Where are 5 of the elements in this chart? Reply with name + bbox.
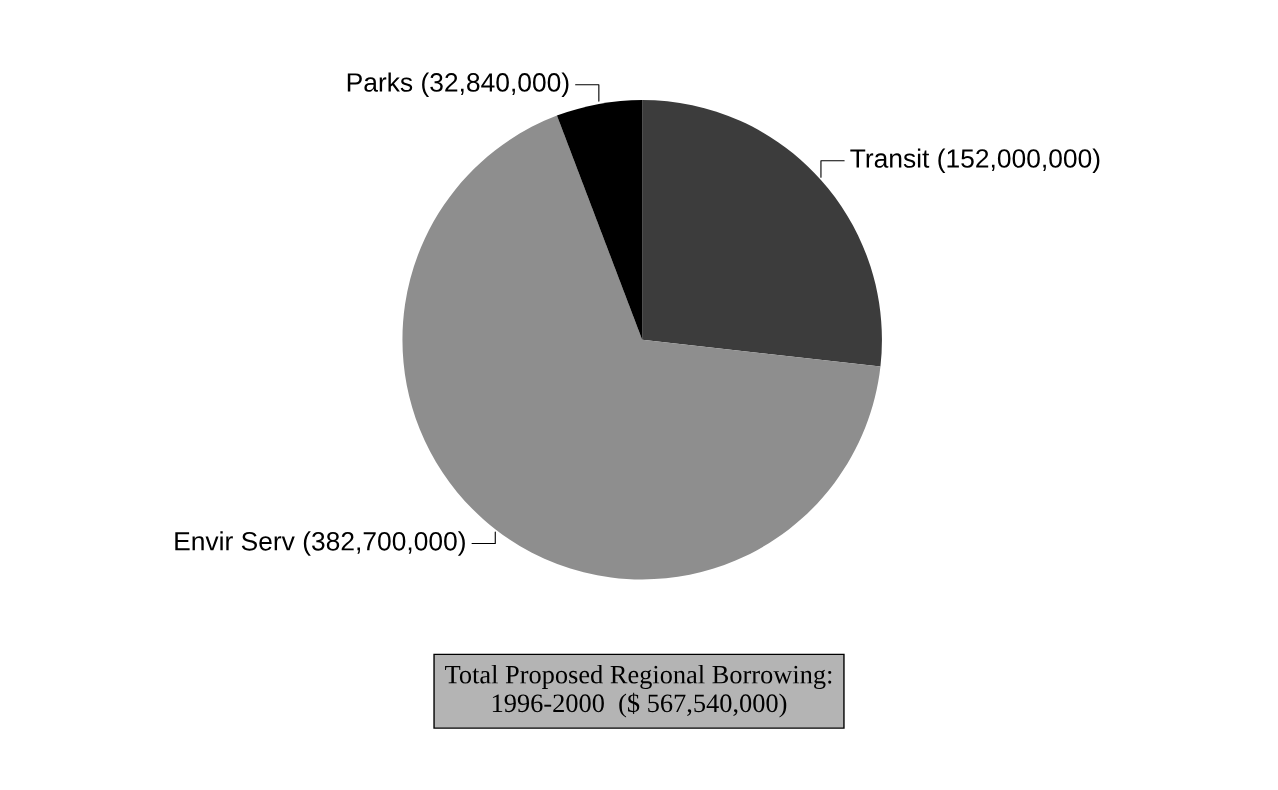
pie-slice <box>556 99 643 340</box>
slice-label: Envir Serv (382,700,000) <box>175 531 465 556</box>
slice-label: Transit (152,000,000) <box>850 148 1100 174</box>
text: Total Proposed Regional Borrowing: 1996-2000 ($ 567,540,000) <box>445 664 832 718</box>
slice-label: Parks (32,840,000) <box>347 72 569 97</box>
